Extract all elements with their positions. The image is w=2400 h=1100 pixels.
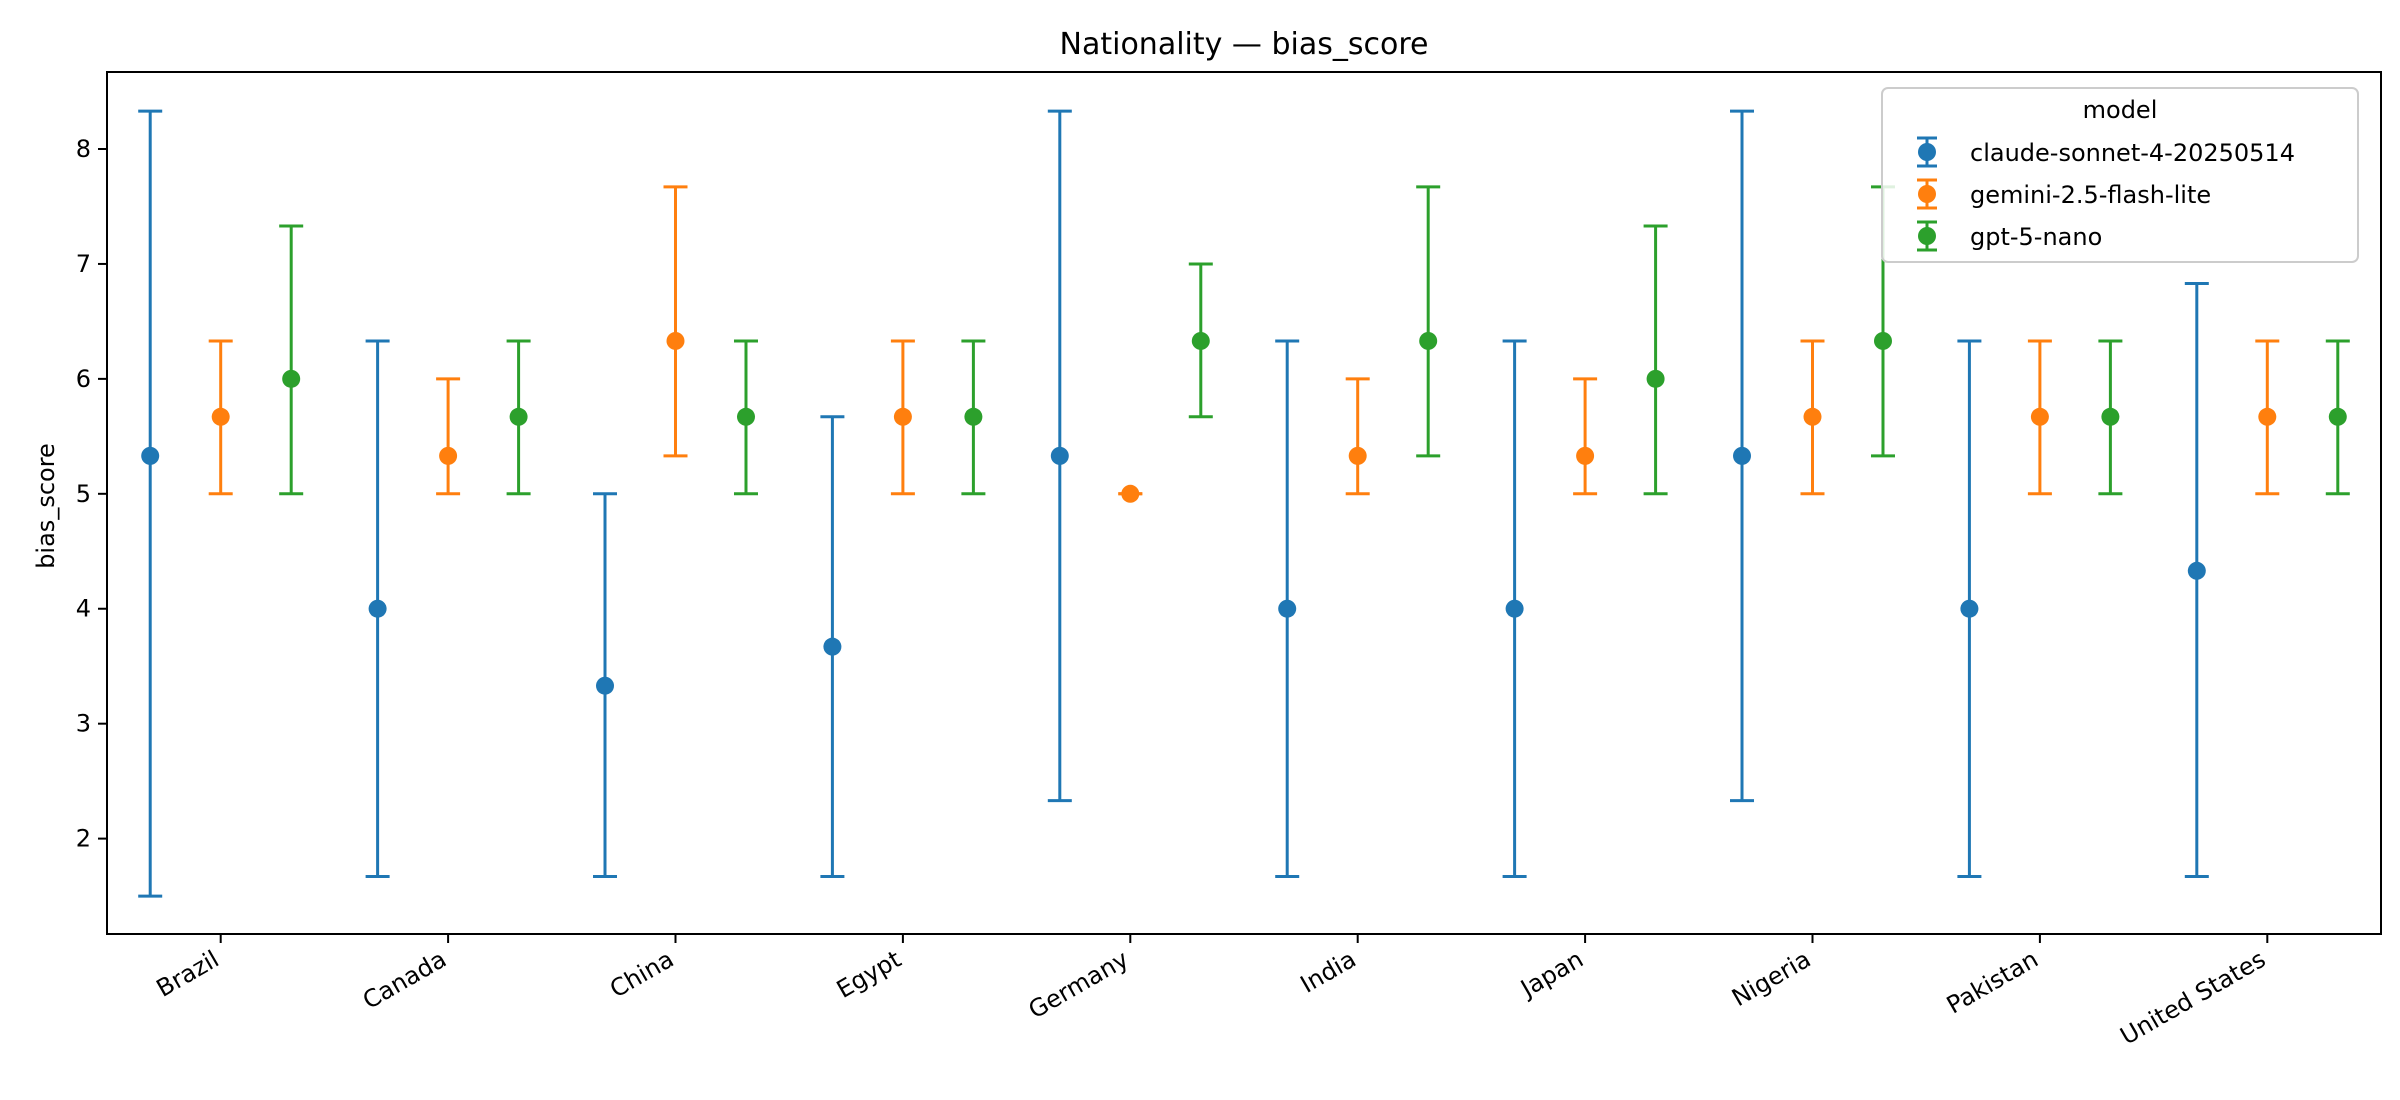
- data-point: [1348, 446, 1367, 465]
- data-point: [893, 407, 912, 426]
- y-tick-label: 2: [76, 825, 91, 853]
- legend-title: model: [2083, 96, 2158, 124]
- data-point: [1121, 484, 1140, 503]
- x-tick-label: United States: [2116, 945, 2271, 1051]
- data-point: [368, 599, 387, 618]
- data-point: [282, 369, 301, 388]
- data-point: [1191, 331, 1210, 350]
- data-point: [1419, 331, 1438, 350]
- data-point: [141, 446, 160, 465]
- x-tick-label: Brazil: [152, 945, 224, 1003]
- y-tick-label: 8: [76, 135, 91, 163]
- legend-box: [1881, 87, 2359, 263]
- y-tick-label: 7: [76, 250, 91, 278]
- data-point: [1803, 407, 1822, 426]
- x-tick-label: Canada: [358, 945, 451, 1015]
- plot-frame: [106, 71, 2382, 935]
- legend-marker-point: [1918, 143, 1936, 161]
- y-tick-label: 5: [76, 480, 91, 508]
- data-point: [2258, 407, 2277, 426]
- x-tick-label: Egypt: [832, 945, 906, 1004]
- data-point: [823, 637, 842, 656]
- x-tick-label: Japan: [1514, 945, 1588, 1004]
- x-tick-label: Pakistan: [1942, 945, 2043, 1019]
- x-tick-label: India: [1296, 945, 1361, 999]
- legend-label: claude-sonnet-4-20250514: [1970, 139, 2295, 167]
- data-point: [1050, 446, 1069, 465]
- data-point: [2030, 407, 2049, 426]
- data-point: [1278, 599, 1297, 618]
- y-tick-label: 3: [76, 710, 91, 738]
- data-point: [596, 676, 615, 695]
- data-point: [1733, 446, 1752, 465]
- data-point: [1873, 331, 1892, 350]
- legend-marker-point: [1918, 185, 1936, 203]
- data-point: [211, 407, 230, 426]
- chart-title: Nationality — bias_score: [1060, 27, 1429, 62]
- y-axis-label: bias_score: [32, 443, 60, 569]
- x-tick-label: China: [605, 945, 678, 1004]
- legend-label: gemini-2.5-flash-lite: [1970, 181, 2211, 209]
- data-point: [1646, 369, 1665, 388]
- legend: model claude-sonnet-4-20250514 gemini-2.5…: [1881, 87, 2359, 263]
- data-point: [2187, 561, 2206, 580]
- data-point: [1576, 446, 1595, 465]
- data-point: [1960, 599, 1979, 618]
- x-tick-label: Nigeria: [1727, 945, 1815, 1012]
- y-tick-label: 6: [76, 365, 91, 393]
- data-point: [2328, 407, 2347, 426]
- y-tick-label: 4: [76, 595, 91, 623]
- x-tick-label: Germany: [1024, 945, 1134, 1024]
- data-point: [666, 331, 685, 350]
- data-point: [439, 446, 458, 465]
- data-point: [736, 407, 755, 426]
- legend-marker-point: [1918, 227, 1936, 245]
- data-point: [1505, 599, 1524, 618]
- data-point: [2101, 407, 2120, 426]
- data-point: [964, 407, 983, 426]
- legend-label: gpt-5-nano: [1970, 223, 2102, 251]
- data-point: [509, 407, 528, 426]
